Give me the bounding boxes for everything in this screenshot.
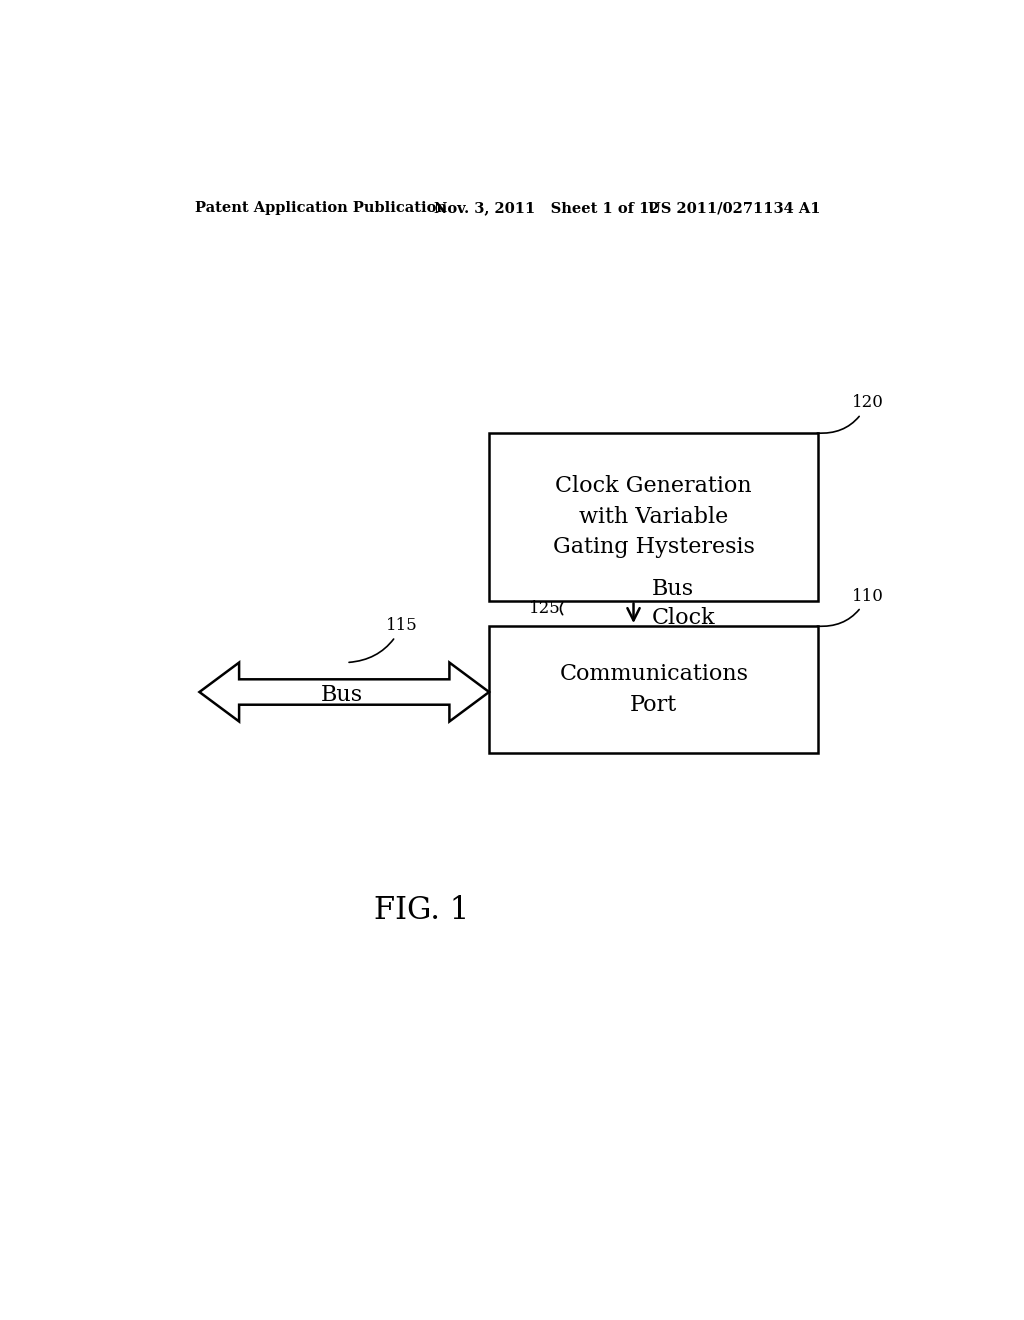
Bar	[489, 626, 818, 752]
Polygon shape	[200, 663, 489, 722]
Text: Clock Generation
with Variable
Gating Hysteresis: Clock Generation with Variable Gating Hy…	[553, 475, 755, 558]
Text: 120: 120	[817, 395, 884, 433]
Text: Communications
Port: Communications Port	[559, 663, 749, 715]
Text: Bus
Clock: Bus Clock	[652, 578, 716, 630]
Text: 115: 115	[349, 616, 418, 663]
Text: FIG. 1: FIG. 1	[374, 895, 469, 927]
Text: 110: 110	[817, 587, 884, 626]
Text: US 2011/0271134 A1: US 2011/0271134 A1	[648, 201, 820, 215]
Bar	[489, 433, 818, 601]
Text: Patent Application Publication: Patent Application Publication	[196, 201, 447, 215]
Text: Nov. 3, 2011   Sheet 1 of 12: Nov. 3, 2011 Sheet 1 of 12	[433, 201, 659, 215]
Text: 125: 125	[528, 601, 560, 618]
Text: Bus: Bus	[322, 684, 364, 706]
